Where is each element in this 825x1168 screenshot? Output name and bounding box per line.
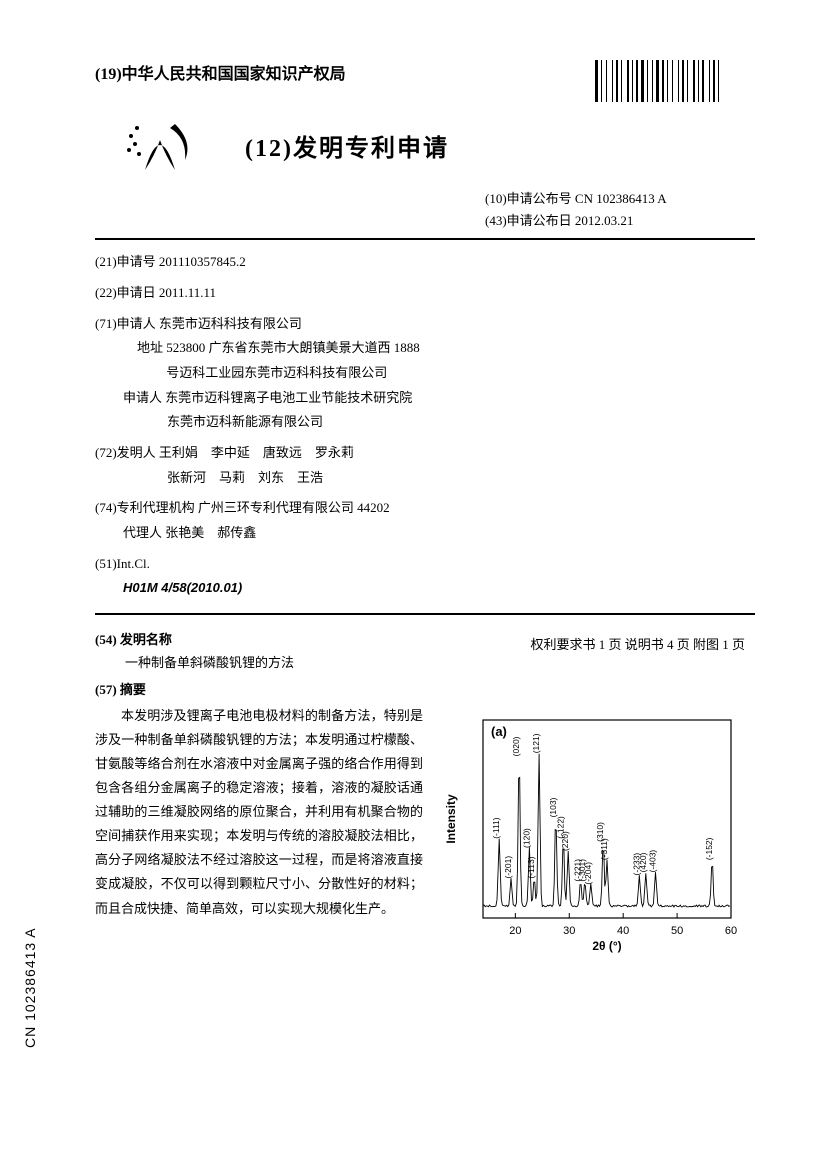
title-value: 一种制备单斜磷酸钒锂的方法 bbox=[125, 652, 755, 671]
applicant-3: 东莞市迈科新能源有限公司 bbox=[167, 410, 455, 435]
doc-type-value: 发明专利申请 bbox=[293, 136, 449, 162]
intcl-label: (51)Int.Cl. bbox=[95, 552, 150, 577]
barcode bbox=[595, 60, 755, 102]
publication-info: (10)申请公布号 CN 102386413 A (43)申请公布日 2012.… bbox=[485, 188, 755, 232]
pub-no: CN 102386413 A bbox=[575, 191, 667, 206]
svg-text:Intensity: Intensity bbox=[444, 794, 458, 844]
svg-text:(-311): (-311) bbox=[599, 838, 609, 860]
inventor-label: (72)发明人 bbox=[95, 441, 156, 466]
agents: 张艳美 郝传鑫 bbox=[165, 521, 256, 546]
svg-text:(-111): (-111) bbox=[491, 817, 501, 839]
page-counts: 权利要求书 1 页 说明书 4 页 附图 1 页 bbox=[530, 634, 745, 653]
divider bbox=[95, 238, 755, 240]
svg-text:60: 60 bbox=[725, 925, 737, 937]
svg-text:(-113): (-113) bbox=[526, 856, 536, 878]
doc-type-prefix: (12) bbox=[245, 136, 293, 162]
applicant-2: 东莞市迈科锂离子电池工业节能技术研究院 bbox=[165, 386, 425, 411]
svg-text:(-201): (-201) bbox=[503, 856, 513, 879]
svg-text:20: 20 bbox=[509, 925, 521, 937]
patent-page: (19)中华人民共和国国家知识产权局 (12)发明专利申请 (10)申请公布号 … bbox=[0, 0, 825, 1168]
applicant-label-2: 申请人 bbox=[123, 386, 162, 411]
svg-text:(120): (120) bbox=[521, 828, 531, 848]
inventors-1: 王利娟 李中延 唐致远 罗永莉 bbox=[159, 441, 354, 466]
svg-text:(a): (a) bbox=[491, 724, 507, 739]
xrd-chart: (a) Intensity 2θ (°) 20 30 40 50 60 (-111) (-201)… bbox=[441, 708, 741, 958]
svg-text:(-152): (-152) bbox=[704, 837, 714, 860]
svg-text:(121): (121) bbox=[531, 733, 541, 753]
agent-label: 代理人 bbox=[123, 521, 162, 546]
side-pub-code: CN 102386413 A bbox=[22, 927, 38, 1048]
bibliographic-data: (21)申请号 201110357845.2 (22)申请日 2011.11.1… bbox=[95, 250, 455, 601]
header-row: (19)中华人民共和国国家知识产权局 bbox=[95, 60, 755, 102]
agency-label: (74)专利代理机构 bbox=[95, 496, 195, 521]
abstract-row: 本发明涉及锂离子电池电极材料的制备方法，特别是涉及一种制备单斜磷酸钒锂的方法；本… bbox=[95, 704, 755, 958]
intcl-value: H01M 4/58(2010.01) bbox=[123, 576, 455, 601]
divider bbox=[95, 613, 755, 615]
app-no-label: (21)申请号 bbox=[95, 250, 156, 275]
svg-text:(020): (020) bbox=[511, 736, 521, 756]
applicant-label: (71)申请人 bbox=[95, 312, 156, 337]
authority-name: 中华人民共和国国家知识产权局 bbox=[122, 66, 346, 83]
pub-date: 2012.03.21 bbox=[575, 213, 634, 228]
address-label: 地址 bbox=[137, 336, 163, 385]
doc-type: (12)发明专利申请 bbox=[245, 128, 449, 163]
svg-text:(103): (103) bbox=[548, 798, 558, 818]
svg-text:2θ (°): 2θ (°) bbox=[592, 939, 621, 953]
svg-text:(-403): (-403) bbox=[648, 850, 658, 873]
authority-prefix: (19) bbox=[95, 66, 122, 83]
pub-no-label: (10)申请公布号 bbox=[485, 191, 572, 206]
svg-text:(-204): (-204) bbox=[583, 862, 593, 885]
svg-text:30: 30 bbox=[563, 925, 575, 937]
svg-text:50: 50 bbox=[671, 925, 683, 937]
authority: (19)中华人民共和国国家知识产权局 bbox=[95, 60, 346, 84]
logo-row: (12)发明专利申请 bbox=[115, 110, 755, 180]
svg-text:40: 40 bbox=[617, 925, 629, 937]
app-date-label: (22)申请日 bbox=[95, 281, 156, 306]
app-no: 201110357845.2 bbox=[159, 250, 246, 275]
cnipa-logo-icon bbox=[115, 110, 205, 180]
app-date: 2011.11.11 bbox=[159, 281, 216, 306]
svg-text:(220): (220) bbox=[560, 831, 570, 851]
applicant-1: 东莞市迈科科技有限公司 bbox=[159, 312, 302, 337]
pub-date-label: (43)申请公布日 bbox=[485, 213, 572, 228]
svg-text:(420): (420) bbox=[638, 853, 648, 873]
inventors-2: 张新河 马莉 刘东 王浩 bbox=[167, 466, 455, 491]
agency: 广州三环专利代理有限公司 44202 bbox=[198, 496, 408, 521]
abstract-text: 本发明涉及锂离子电池电极材料的制备方法，特别是涉及一种制备单斜磷酸钒锂的方法；本… bbox=[95, 704, 423, 920]
address: 523800 广东省东莞市大朗镇美景大道西 1888 号迈科工业园东莞市迈科科技… bbox=[166, 336, 426, 385]
abstract-label: (57) 摘要 bbox=[95, 679, 755, 698]
